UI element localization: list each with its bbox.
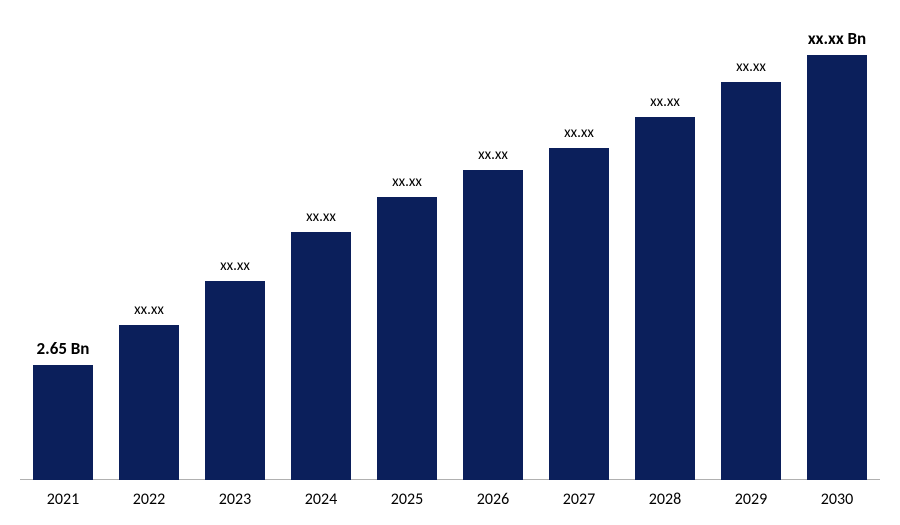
bar-slot: xx.xx <box>463 170 523 480</box>
bar <box>33 365 93 480</box>
bar-slot: xx.xx <box>549 148 609 480</box>
bar-slot: xx.xx <box>291 232 351 480</box>
market-growth-chart: 2.65 Bn xx.xx xx.xx xx.xx xx.xx xx.xx xx.xx xx.… <box>0 0 900 525</box>
x-axis-tick-label: 2030 <box>794 490 880 509</box>
bar <box>721 82 781 480</box>
bar-slot: xx.xx <box>635 117 695 480</box>
plot-area: 2.65 Bn xx.xx xx.xx xx.xx xx.xx xx.xx xx.xx xx.… <box>20 20 880 480</box>
x-axis-tick-label: 2022 <box>106 490 192 509</box>
x-axis-tick-label: 2026 <box>450 490 536 509</box>
bar-value-label: xx.xx Bn <box>757 28 900 49</box>
bar <box>205 281 265 480</box>
bar <box>807 55 867 480</box>
bar-slot: xx.xx <box>377 197 437 480</box>
bar-slot: xx.xx <box>721 82 781 480</box>
x-axis-tick-label: 2028 <box>622 490 708 509</box>
bar-slot: xx.xx Bn <box>807 55 867 480</box>
x-axis-tick-label: 2025 <box>364 490 450 509</box>
bar <box>377 197 437 480</box>
bar <box>635 117 695 480</box>
x-axis-tick-label: 2024 <box>278 490 364 509</box>
bar-slot: xx.xx <box>205 281 265 480</box>
x-axis-tick-label: 2027 <box>536 490 622 509</box>
x-axis-tick-label: 2021 <box>20 490 106 509</box>
bar-slot: 2.65 Bn <box>33 365 93 480</box>
x-axis-tick-label: 2023 <box>192 490 278 509</box>
x-axis-tick-label: 2029 <box>708 490 794 509</box>
bar-slot: xx.xx <box>119 325 179 480</box>
bar <box>463 170 523 480</box>
bar <box>549 148 609 480</box>
bar <box>291 232 351 480</box>
bar <box>119 325 179 480</box>
